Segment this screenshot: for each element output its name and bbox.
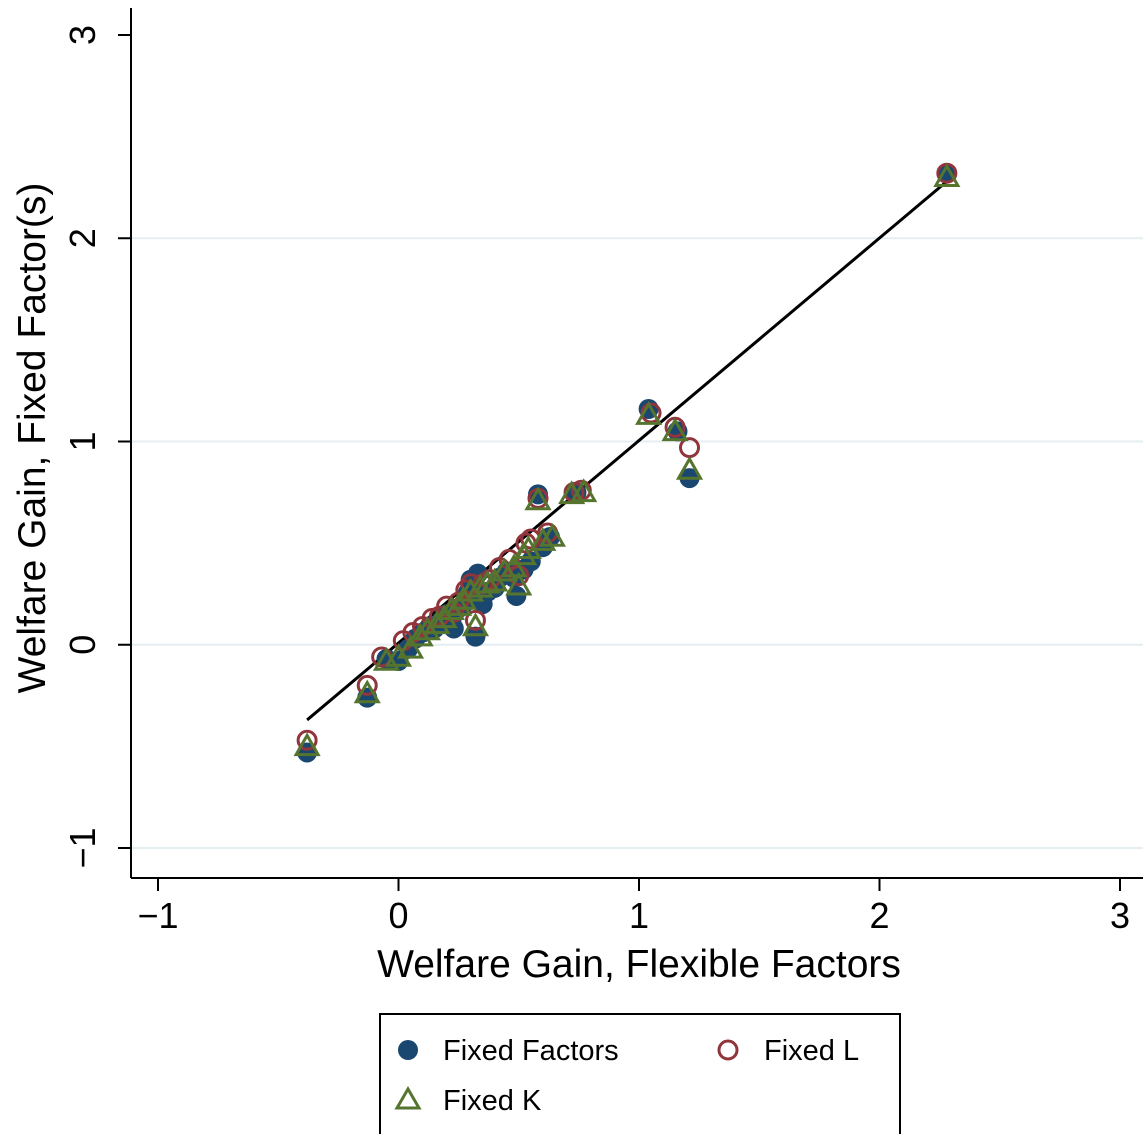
point-fixed-k <box>461 612 490 637</box>
y-tick-label: 3 <box>62 25 103 45</box>
point-fixed-k <box>661 417 689 442</box>
axes <box>130 8 1143 879</box>
y-tick-label: 2 <box>62 228 103 248</box>
point-fixed-k <box>933 163 961 188</box>
legend-label-fixed-l: Fixed L <box>764 1035 859 1067</box>
point-fixed-l <box>356 674 378 696</box>
point-fixed-k <box>396 634 425 659</box>
data-points <box>293 162 961 763</box>
grid-lines <box>132 237 1143 849</box>
x-tick-label: 2 <box>869 895 889 936</box>
point-fixed-factors <box>936 163 957 184</box>
fit-line-layer <box>306 180 948 722</box>
point-fixed-k <box>570 478 598 503</box>
point-fixed-k <box>529 527 557 551</box>
legend-label-fixed-factors: Fixed Factors <box>443 1035 619 1067</box>
x-tick-label: 1 <box>629 895 649 936</box>
point-fixed-k <box>524 486 552 511</box>
y-axis-title: Welfare Gain, Fixed Factor(s) <box>11 183 54 694</box>
x-tick-label: −1 <box>137 895 178 936</box>
legend-marker-fixed-k <box>394 1086 422 1110</box>
legend: Fixed Factors Fixed L Fixed K <box>379 1013 901 1134</box>
y-tick-label: 1 <box>62 431 103 451</box>
y-tick-label: 0 <box>62 635 103 655</box>
point-fixed-k <box>500 553 528 578</box>
point-fixed-factors <box>506 585 527 606</box>
point-fixed-k <box>538 523 567 547</box>
fit-line <box>306 180 948 722</box>
point-fixed-k <box>635 401 663 425</box>
point-fixed-l <box>296 729 318 751</box>
y-tick-label: −1 <box>62 827 103 868</box>
x-tick-label: 3 <box>1110 895 1130 936</box>
legend-box <box>379 1013 901 1134</box>
x-axis-title: Welfare Gain, Flexible Factors <box>377 943 901 986</box>
point-fixed-k <box>293 732 321 757</box>
point-fixed-k <box>490 557 518 582</box>
point-fixed-l <box>464 609 486 631</box>
legend-marker-fixed-factors <box>398 1040 418 1060</box>
point-fixed-k <box>675 455 704 480</box>
point-fixed-k <box>423 610 451 635</box>
legend-marker-fixed-l <box>717 1039 739 1061</box>
point-fixed-k <box>413 616 441 641</box>
point-fixed-k <box>353 679 381 704</box>
point-fixed-k <box>473 569 502 594</box>
point-fixed-factors <box>465 626 486 647</box>
point-fixed-k <box>505 571 533 596</box>
axis-ticks: −1 0 1 2 3 −1 0 1 2 3 <box>62 25 1130 936</box>
x-tick-label: 0 <box>388 895 408 936</box>
legend-label-fixed-k: Fixed K <box>443 1085 542 1117</box>
point-fixed-k <box>406 622 434 647</box>
